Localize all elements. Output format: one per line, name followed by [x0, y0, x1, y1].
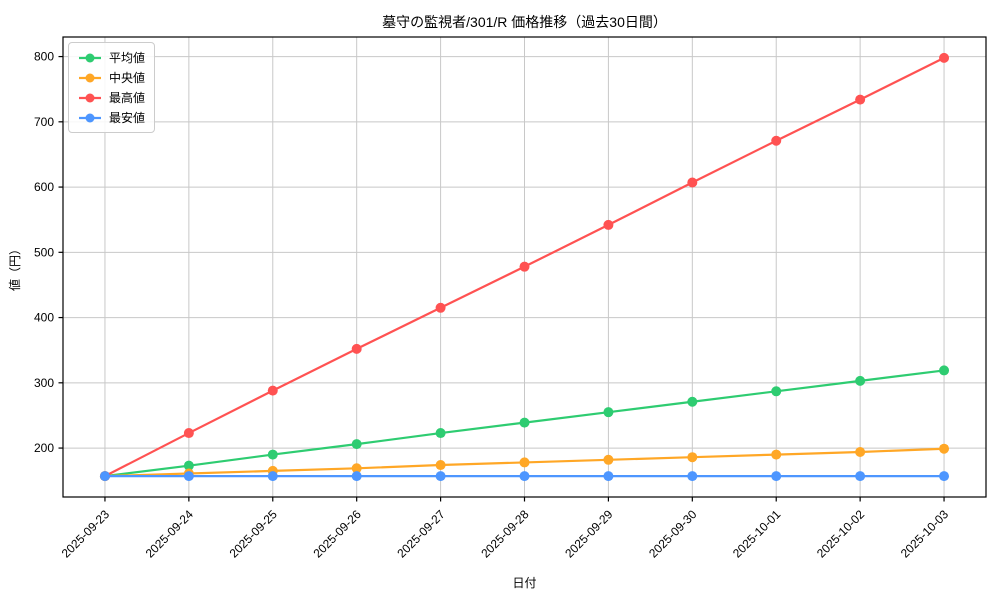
legend-label: 中央値 — [109, 71, 146, 85]
data-point-marker — [267, 385, 278, 396]
data-point-marker — [855, 94, 866, 105]
legend-label: 平均値 — [109, 51, 146, 65]
data-point-marker — [435, 302, 446, 313]
legend-item: 平均値 — [78, 48, 145, 67]
legend-label: 最安値 — [109, 111, 146, 125]
data-point-marker — [771, 135, 782, 146]
y-tick-label: 300 — [34, 376, 54, 390]
y-tick-label: 400 — [34, 311, 54, 325]
series-最高値 — [99, 52, 950, 482]
data-point-marker — [939, 365, 950, 376]
data-point-marker — [267, 449, 278, 460]
y-tick-label: 500 — [34, 245, 54, 259]
data-point-marker — [519, 471, 530, 482]
x-tick-label: 2025-09-29 — [562, 507, 616, 561]
data-point-marker — [519, 417, 530, 428]
legend-line-marker-icon — [79, 113, 101, 122]
data-point-marker — [939, 443, 950, 454]
chart-title: 墓守の監視者/301/R 価格推移（過去30日間） — [382, 14, 667, 30]
x-tick-label: 2025-09-27 — [394, 507, 448, 561]
legend: 平均値中央値最高値最安値 — [68, 42, 156, 133]
data-point-marker — [603, 219, 614, 230]
data-point-marker — [771, 449, 782, 460]
data-point-marker — [855, 375, 866, 386]
y-tick-label: 600 — [34, 180, 54, 194]
data-point-marker — [183, 428, 194, 439]
data-point-marker — [603, 454, 614, 465]
x-tick-label: 2025-09-23 — [59, 507, 113, 561]
data-point-marker — [687, 452, 698, 463]
x-tick-label: 2025-10-02 — [814, 507, 868, 561]
x-tick-label: 2025-09-25 — [227, 507, 281, 561]
data-point-marker — [771, 386, 782, 397]
legend-line-marker-icon — [79, 93, 101, 102]
y-axis-label: 値（円） — [7, 243, 22, 291]
data-point-marker — [435, 428, 446, 439]
data-point-marker — [519, 261, 530, 272]
legend-item: 最安値 — [78, 108, 145, 127]
data-point-marker — [99, 471, 110, 482]
data-point-marker — [603, 471, 614, 482]
series-最安値 — [99, 471, 950, 482]
y-tick-label: 800 — [34, 50, 54, 64]
legend-item: 中央値 — [78, 68, 145, 87]
x-tick-label: 2025-09-30 — [646, 507, 700, 561]
data-point-marker — [687, 177, 698, 188]
legend-item: 最高値 — [78, 88, 145, 107]
data-point-marker — [771, 471, 782, 482]
data-point-marker — [351, 439, 362, 450]
x-tick-label: 2025-09-26 — [310, 507, 364, 561]
x-tick-label: 2025-09-28 — [478, 507, 532, 561]
x-tick-label: 2025-10-03 — [898, 507, 952, 561]
x-axis-label: 日付 — [512, 576, 536, 590]
grid-lines — [63, 37, 986, 497]
data-point-marker — [519, 457, 530, 468]
x-tick-label: 2025-10-01 — [730, 507, 784, 561]
legend-label: 最高値 — [109, 91, 146, 105]
data-point-marker — [267, 471, 278, 482]
data-point-marker — [687, 396, 698, 407]
data-point-marker — [855, 471, 866, 482]
data-point-marker — [435, 460, 446, 471]
legend-line-marker-icon — [79, 73, 101, 82]
data-point-marker — [687, 471, 698, 482]
data-point-marker — [183, 471, 194, 482]
data-point-marker — [351, 343, 362, 354]
axis-ticks-and-labels: 2025-09-23 2025-09-24 2025-09-25 2025-09-26… — [34, 50, 951, 561]
series-平均値 — [99, 365, 950, 482]
y-tick-label: 700 — [34, 115, 54, 129]
data-point-marker — [435, 471, 446, 482]
legend-line-marker-icon — [79, 53, 101, 62]
data-series-layer — [99, 52, 950, 482]
x-tick-label: 2025-09-24 — [143, 507, 197, 561]
data-point-marker — [939, 471, 950, 482]
data-point-marker — [351, 471, 362, 482]
data-point-marker — [939, 52, 950, 63]
data-point-marker — [351, 463, 362, 474]
data-point-marker — [855, 446, 866, 457]
data-point-marker — [603, 407, 614, 418]
data-point-marker — [183, 460, 194, 471]
y-tick-label: 200 — [34, 441, 54, 455]
